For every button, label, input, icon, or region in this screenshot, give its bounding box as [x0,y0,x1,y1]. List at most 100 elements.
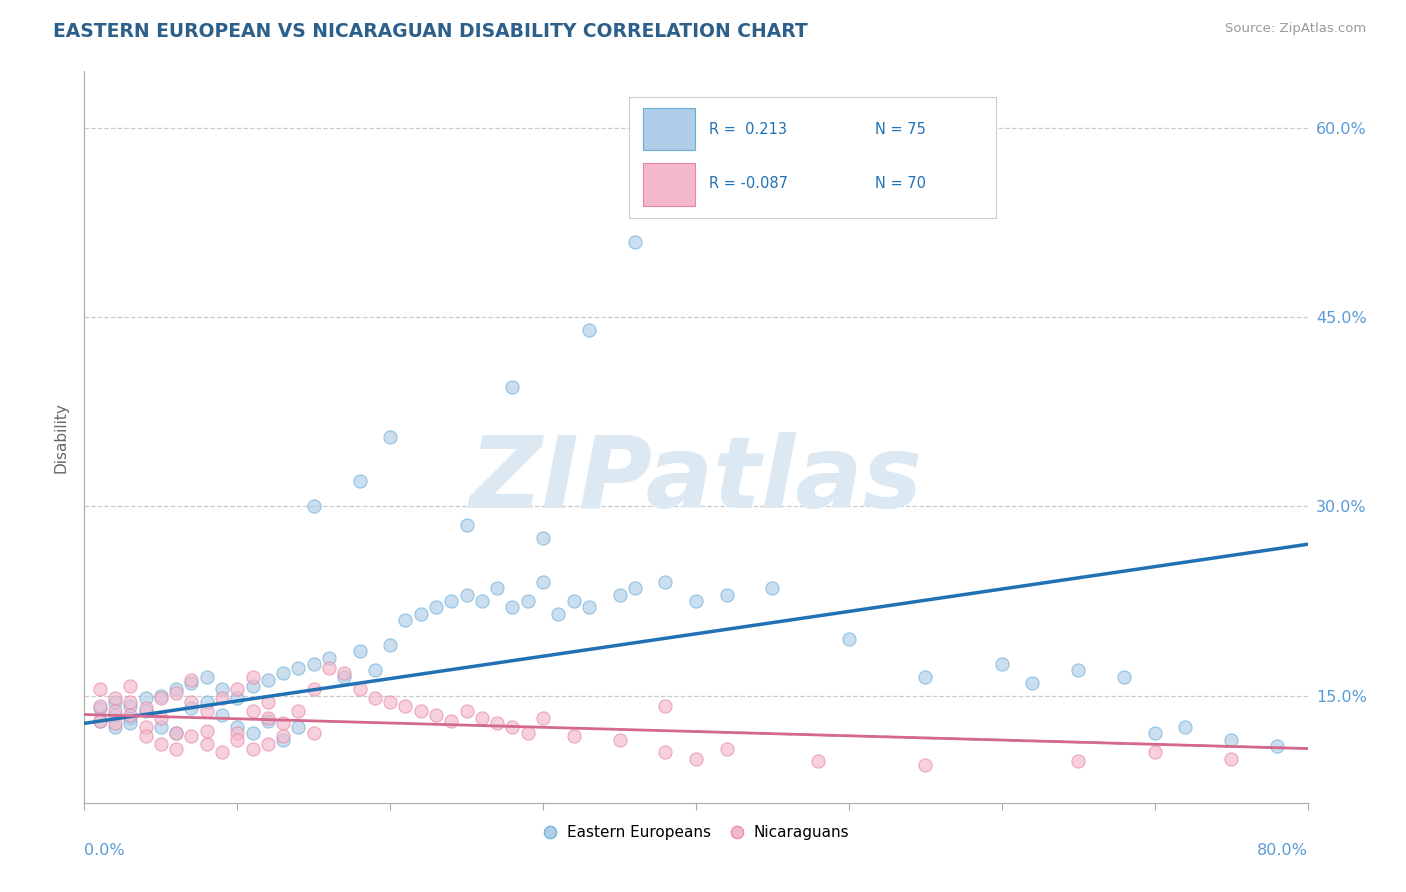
Text: 80.0%: 80.0% [1257,843,1308,858]
Point [578,323,600,337]
Point [364,664,387,678]
Point [654,745,676,759]
Point [302,657,325,671]
Point [1265,739,1288,753]
Point [242,679,264,693]
Point [380,638,402,652]
Point [409,607,432,621]
Point [135,704,157,718]
Point [516,726,538,740]
Point [349,474,371,488]
Point [242,670,264,684]
Point [165,686,187,700]
Point [287,704,309,718]
Point [149,689,172,703]
Point [991,657,1014,671]
Point [502,379,524,393]
Text: EASTERN EUROPEAN VS NICARAGUAN DISABILITY CORRELATION CHART: EASTERN EUROPEAN VS NICARAGUAN DISABILIT… [53,22,808,41]
Point [104,720,127,734]
Point [440,714,463,728]
Point [257,714,280,728]
Point [609,588,631,602]
Point [716,588,738,602]
Point [120,679,142,693]
Point [440,594,463,608]
Point [180,729,202,743]
Point [287,720,309,734]
Point [609,732,631,747]
Point [257,695,280,709]
Point [211,682,233,697]
Point [654,575,676,590]
Point [914,758,936,772]
Point [195,737,218,751]
Point [333,670,356,684]
Point [180,673,202,688]
Point [471,594,494,608]
Point [135,701,157,715]
Point [165,741,187,756]
Point [287,661,309,675]
Point [486,582,509,596]
Point [531,575,554,590]
Point [562,594,585,608]
Point [226,682,249,697]
Point [1067,664,1090,678]
Point [1143,745,1166,759]
Point [242,741,264,756]
Point [1021,676,1043,690]
Point [394,698,416,713]
Point [685,752,707,766]
Point [135,720,157,734]
Point [1220,732,1243,747]
Point [242,704,264,718]
Point [456,518,478,533]
Point [211,707,233,722]
Point [165,726,187,740]
Point [104,704,127,718]
Point [195,704,218,718]
Point [89,714,111,728]
Point [502,720,524,734]
Point [624,582,647,596]
Text: 0.0%: 0.0% [84,843,125,858]
Point [380,695,402,709]
Text: Source: ZipAtlas.com: Source: ZipAtlas.com [1226,22,1367,36]
Point [211,691,233,706]
Point [180,676,202,690]
Point [180,695,202,709]
Point [318,650,340,665]
Legend: Eastern Europeans, Nicaraguans: Eastern Europeans, Nicaraguans [537,819,855,847]
Point [149,720,172,734]
Point [120,707,142,722]
Point [547,607,569,621]
Point [242,726,264,740]
Point [685,594,707,608]
Point [302,682,325,697]
Point [165,726,187,740]
Point [425,707,447,722]
Point [149,711,172,725]
Point [104,691,127,706]
Point [409,704,432,718]
Point [120,698,142,713]
Point [104,695,127,709]
Point [1067,754,1090,768]
Point [807,754,830,768]
Point [380,430,402,444]
Point [1174,720,1197,734]
Point [364,691,387,706]
Point [1220,752,1243,766]
Point [333,665,356,680]
Point [211,745,233,759]
Point [562,729,585,743]
Point [578,600,600,615]
Point [394,613,416,627]
Point [349,644,371,658]
Point [226,732,249,747]
Point [271,665,294,680]
Point [120,716,142,731]
Point [624,235,647,249]
Point [149,737,172,751]
Point [104,716,127,731]
